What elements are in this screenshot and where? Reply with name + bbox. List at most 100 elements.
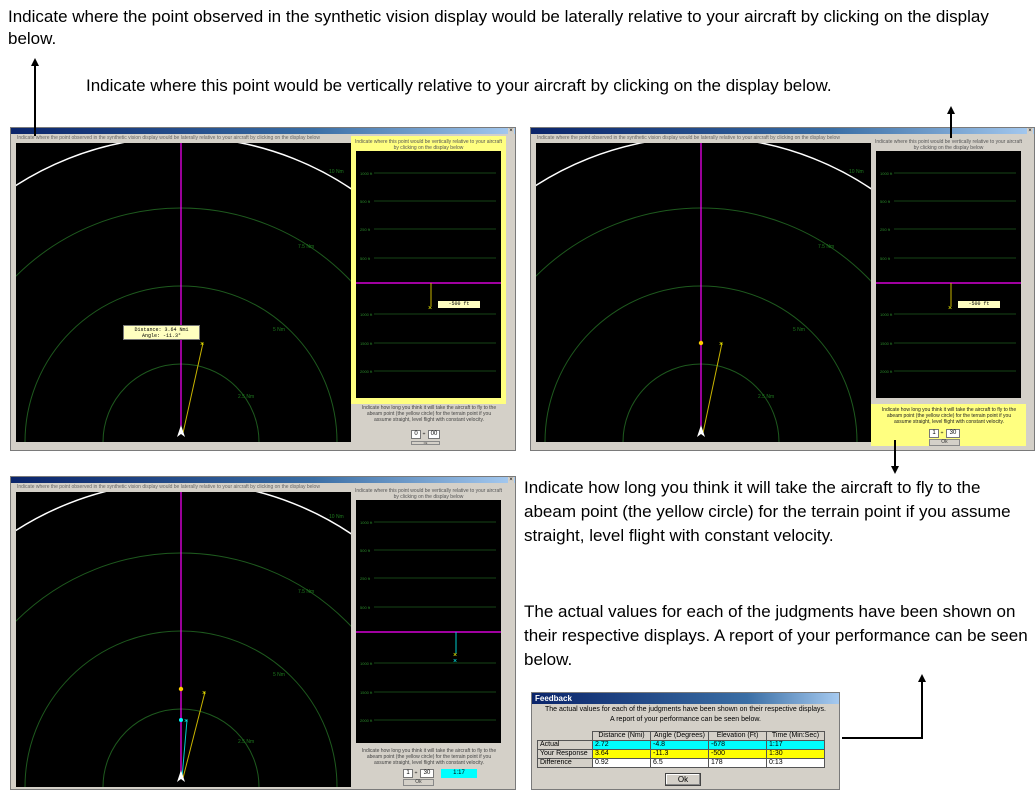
elevation-readout: -500 ft (958, 301, 1000, 308)
vertical-display[interactable]: 1000 ft 500 ft 250 ft 500 ft 1000 ft 1500 f… (356, 500, 501, 743)
elevation-readout: -500 ft (438, 301, 480, 308)
vertical-instruction: Indicate where this point would be verti… (355, 139, 503, 151)
spin-arrows-icon[interactable]: ÷ (940, 430, 944, 436)
vertical-panel: Indicate where this point would be verti… (351, 136, 506, 404)
caption-time: Indicate how long you think it will take… (524, 478, 1011, 545)
feedback-title: Feedback (532, 693, 839, 704)
title-bar (11, 477, 515, 483)
radar-graphic: 10 Nm 7.5 Nm 5 Nm 2.5 Nm × (16, 143, 351, 442)
seconds-spinner[interactable]: 00 (428, 430, 440, 439)
lateral-instruction: Indicate where the point observed in the… (17, 484, 320, 490)
response-marker: × (200, 341, 204, 348)
actual-time-badge: 1:17 (441, 769, 477, 778)
feedback-table: Distance (Nmi) Angle (Degrees) Elevation… (537, 731, 825, 768)
altitude-label: 1500 ft (360, 341, 373, 346)
lateral-instruction: Indicate where the point observed in the… (537, 135, 840, 141)
range-label: 10 Nm (849, 169, 864, 175)
lateral-radar-display[interactable]: 10 Nm 7.5 Nm 5 Nm 2.5 Nm × (536, 143, 871, 442)
actual-marker: × (184, 718, 188, 725)
distance-angle-tooltip: Distance: 3.64 Nmi Angle: -11.3° (123, 325, 200, 340)
close-icon[interactable]: × (1027, 128, 1033, 134)
altitude-label: 1000 ft (880, 312, 893, 317)
row-label-difference: Difference (537, 758, 593, 768)
vertical-graphic: 1000 ft 500 ft 250 ft 500 ft 1000 ft 1500 f… (876, 171, 1021, 374)
table-cell: -4.8 (650, 740, 709, 750)
vertical-instruction: Indicate where this point would be verti… (355, 488, 503, 500)
close-icon[interactable]: × (508, 477, 514, 483)
altitude-label: 1000 ft (880, 171, 893, 176)
range-label: 10 Nm (329, 169, 344, 175)
altitude-label: 500 ft (360, 199, 371, 204)
table-cell: 3.64 (592, 749, 651, 759)
table-cell: 178 (708, 758, 767, 768)
feedback-message-line2: A report of your performance can be seen… (610, 716, 761, 723)
response-marker: × (948, 305, 952, 312)
range-label: 5 Nm (273, 672, 285, 678)
table-cell: 0:13 (766, 758, 825, 768)
time-instruction: Indicate how long you think it will take… (881, 407, 1017, 425)
table-row: Difference 0.92 6.5 178 0:13 (537, 758, 825, 768)
vertical-display[interactable]: 1000 ft 500 ft 250 ft 500 ft 1000 ft 1500 f… (876, 151, 1021, 398)
close-icon[interactable]: × (508, 128, 514, 134)
lateral-radar-display[interactable]: 10 Nm 7.5 Nm 5 Nm 2.5 Nm × Distance: 3.6… (16, 143, 351, 442)
table-cell: 0.92 (592, 758, 651, 768)
actual-abeam-point (179, 718, 183, 722)
table-cell: -11.3 (650, 749, 709, 759)
altitude-label: 2000 ft (360, 718, 373, 723)
time-panel: Indicate how long you think it will take… (351, 404, 506, 445)
range-label: 7.5 Nm (298, 244, 314, 250)
caption-actual: The actual values for each of the judgme… (524, 602, 1028, 669)
altitude-label: 1500 ft (880, 341, 893, 346)
range-label: 5 Nm (793, 327, 805, 333)
lateral-instruction: Indicate where the point observed in the… (17, 135, 320, 141)
vertical-display[interactable]: 1000 ft 500 ft 250 ft 500 ft 1000 ft 1500 f… (356, 151, 501, 398)
feedback-ok-button[interactable]: Ok (665, 773, 701, 786)
range-label: 2.5 Nm (238, 394, 254, 400)
minutes-spinner[interactable]: 1 (929, 429, 939, 438)
altitude-label: 500 ft (360, 605, 371, 610)
range-label: 10 Nm (329, 514, 344, 520)
time-panel: Indicate how long you think it will take… (351, 747, 506, 787)
time-panel: Indicate how long you think it will take… (871, 404, 1026, 446)
ok-button[interactable]: Ok (411, 441, 440, 445)
range-label: 2.5 Nm (758, 394, 774, 400)
row-label-response: Your Response (537, 749, 593, 759)
altitude-label: 1000 ft (360, 520, 373, 525)
altitude-label: 500 ft (360, 256, 371, 261)
table-cell: 1:17 (766, 740, 825, 750)
table-header: Angle (Degrees) (650, 731, 709, 741)
range-label: 5 Nm (273, 327, 285, 333)
altitude-label: 1000 ft (360, 661, 373, 666)
table-row: Actual 2.72 -4.8 -678 1:17 (537, 740, 825, 750)
title-bar (531, 128, 1034, 134)
caption-vertical: Indicate where this point would be verti… (86, 76, 832, 95)
table-cell: 1:30 (766, 749, 825, 759)
minutes-spinner[interactable]: 0 (411, 430, 421, 439)
altitude-label: 500 ft (880, 199, 891, 204)
seconds-spinner[interactable]: 30 (946, 429, 960, 438)
altitude-label: 1000 ft (360, 312, 373, 317)
time-instruction: Indicate how long you think it will take… (361, 405, 497, 423)
table-header: Distance (Nmi) (592, 731, 651, 741)
spin-arrows-icon[interactable]: ÷ (422, 431, 426, 437)
vertical-instruction: Indicate where this point would be verti… (875, 139, 1023, 151)
abeam-point (698, 340, 704, 346)
time-instruction: Indicate how long you think it will take… (361, 748, 497, 766)
altitude-label: 2000 ft (360, 369, 373, 374)
lateral-radar-display[interactable]: 10 Nm 7.5 Nm 5 Nm 2.5 Nm × × (16, 492, 351, 787)
altitude-label: 250 ft (360, 576, 371, 581)
radar-graphic: 10 Nm 7.5 Nm 5 Nm 2.5 Nm × × (16, 492, 351, 787)
seconds-spinner[interactable]: 30 (420, 769, 434, 778)
altitude-label: 500 ft (360, 548, 371, 553)
minutes-spinner[interactable]: 1 (403, 769, 413, 778)
altitude-label: 1500 ft (360, 690, 373, 695)
feedback-dialog: Feedback The actual values for each of t… (531, 692, 840, 790)
table-row: Your Response 3.64 -11.3 -500 1:30 (537, 749, 825, 759)
table-header-row: Distance (Nmi) Angle (Degrees) Elevation… (537, 731, 825, 741)
title-bar (11, 128, 515, 134)
range-label: 7.5 Nm (298, 589, 314, 595)
ok-button[interactable]: Ok (929, 439, 960, 446)
spin-arrows-icon[interactable]: ÷ (414, 770, 418, 776)
altitude-label: 250 ft (360, 227, 371, 232)
ok-button[interactable]: Ok (403, 779, 434, 786)
